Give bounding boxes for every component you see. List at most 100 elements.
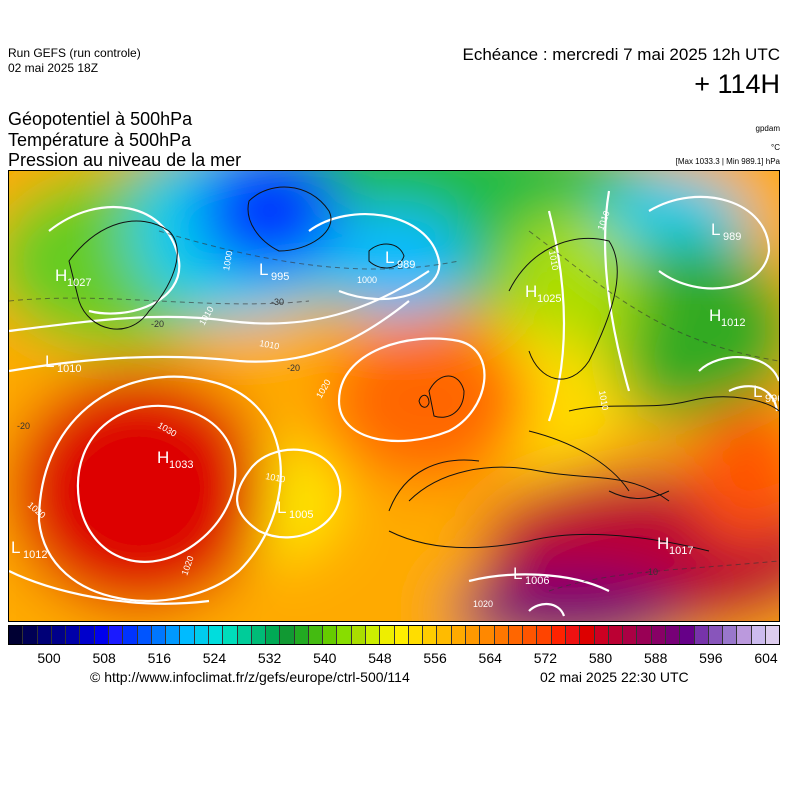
colorbar-tick-label: 596 (699, 650, 723, 666)
colorbar-swatch (723, 626, 738, 644)
isotherm-labels-layer: -20 -30 -20 -20 -10 (17, 297, 658, 577)
unit-geopotential: gpdam (755, 124, 780, 133)
colorbar-swatch (37, 626, 52, 644)
pressure-center-value: 1033 (169, 459, 193, 471)
coastlines (68, 186, 779, 552)
pressure-center-letter: L (45, 352, 54, 371)
colorbar-swatch (394, 626, 409, 644)
pressure-center-value: 1025 (537, 293, 561, 305)
colorbar-swatch (80, 626, 95, 644)
colorbar-swatch (608, 626, 624, 644)
colorbar-swatch (680, 626, 695, 644)
pressure-center-value: 989 (397, 259, 415, 271)
colorbar-swatch (66, 626, 81, 644)
low-pressure-center: L 989 (711, 220, 741, 243)
isotherms (9, 230, 779, 592)
colorbar-swatch (294, 626, 309, 644)
footer-url: © http://www.infoclimat.fr/z/gefs/europe… (90, 669, 410, 685)
low-pressure-center: L 989 (385, 248, 415, 271)
colorbar-swatch (266, 626, 281, 644)
high-pressure-center: H 1033 (157, 448, 193, 471)
colorbar-swatch (351, 626, 367, 644)
colorbar-tick-label: 516 (147, 650, 171, 666)
colorbar-swatch (665, 626, 681, 644)
colorbar-tick-label: 500 (37, 650, 61, 666)
colorbar-swatch (751, 626, 766, 644)
low-pressure-center: L 1005 (277, 498, 313, 521)
colorbar-swatch (123, 626, 138, 644)
colorbar-tick-label: 524 (202, 650, 227, 666)
pressure-range: [Max 1033.3 | Min 989.1] hPa (675, 157, 780, 166)
colorbar-swatch (523, 626, 538, 644)
low-pressure-center: L 1010 (45, 352, 81, 375)
colorbar-swatch (580, 626, 595, 644)
colorbar-swatch (466, 626, 481, 644)
colorbar-swatch (9, 626, 24, 644)
colorbar-tick-label: 572 (533, 650, 558, 666)
colorbar (8, 625, 780, 645)
colorbar-swatch (437, 626, 452, 644)
low-pressure-center: L 1006 (513, 564, 549, 587)
pressure-center-value: 1027 (67, 277, 91, 289)
isobar-label: 1010 (547, 250, 560, 271)
colorbar-swatch (251, 626, 267, 644)
colorbar-swatch (694, 626, 709, 644)
footer-time: 02 mai 2025 22:30 UTC (540, 669, 689, 685)
colorbar-swatch (423, 626, 438, 644)
colorbar-swatch (737, 626, 752, 644)
colorbar-tick-label: 580 (588, 650, 613, 666)
isobar-label: 1010 (597, 390, 610, 411)
high-pressure-center: H 1012 (709, 306, 745, 329)
weather-map: H 1033 H 1017 H 1012 H 1027 H 1025 L 989 L 989 L 995 L 10… (8, 170, 780, 622)
colorbar-swatch (494, 626, 509, 644)
pressure-center-letter: H (55, 266, 67, 285)
isotherm-label: -10 (645, 567, 658, 577)
pressure-center-letter: L (513, 564, 522, 583)
pressure-center-value: 996 (765, 393, 780, 405)
colorbar-swatch (508, 626, 524, 644)
isobar-label: 1020 (473, 599, 493, 609)
colorbar-swatch (94, 626, 109, 644)
colorbar-swatch (194, 626, 209, 644)
colorbar-swatch (108, 626, 124, 644)
high-pressure-center: H 1025 (525, 282, 561, 305)
colorbar-swatch (208, 626, 224, 644)
isobar-label: 1000 (357, 275, 377, 285)
colorbar-swatch (651, 626, 666, 644)
isotherm-label: -20 (17, 421, 30, 431)
isobars (9, 190, 779, 617)
pressure-center-letter: H (657, 534, 669, 553)
pressure-center-value: 989 (723, 231, 741, 243)
colorbar-swatch (708, 626, 724, 644)
pressure-center-letter: H (525, 282, 537, 301)
colorbar-swatch (180, 626, 195, 644)
colorbar-swatch (237, 626, 252, 644)
colorbar-swatch (137, 626, 152, 644)
colorbar-swatch (551, 626, 566, 644)
colorbar-tick-label: 564 (478, 650, 502, 666)
colorbar-tick-label: 508 (92, 650, 116, 666)
colorbar-swatch (166, 626, 181, 644)
colorbar-swatch (637, 626, 652, 644)
colorbar-swatch (323, 626, 338, 644)
colorbar-swatch (337, 626, 352, 644)
colorbar-swatch (366, 626, 381, 644)
high-pressure-center: H 1027 (55, 266, 91, 289)
pressure-center-letter: H (709, 306, 721, 325)
pressure-center-value: 1006 (525, 575, 549, 587)
low-pressure-center: L 1012 (11, 538, 47, 561)
run-title: Run GEFS (run controle) (8, 46, 141, 60)
colorbar-tick-label: 588 (644, 650, 668, 666)
colorbar-swatch (23, 626, 38, 644)
layer-temperature-label: Température à 500hPa (8, 130, 192, 150)
pressure-center-letter: L (11, 538, 20, 557)
colorbar-swatch (408, 626, 424, 644)
pressure-center-letter: L (385, 248, 394, 267)
colorbar-swatch (451, 626, 466, 644)
pressure-center-value: 1012 (23, 549, 47, 561)
high-pressure-center: H 1017 (657, 534, 693, 557)
colorbar-tick-label: 540 (313, 650, 337, 666)
colorbar-swatch (565, 626, 581, 644)
